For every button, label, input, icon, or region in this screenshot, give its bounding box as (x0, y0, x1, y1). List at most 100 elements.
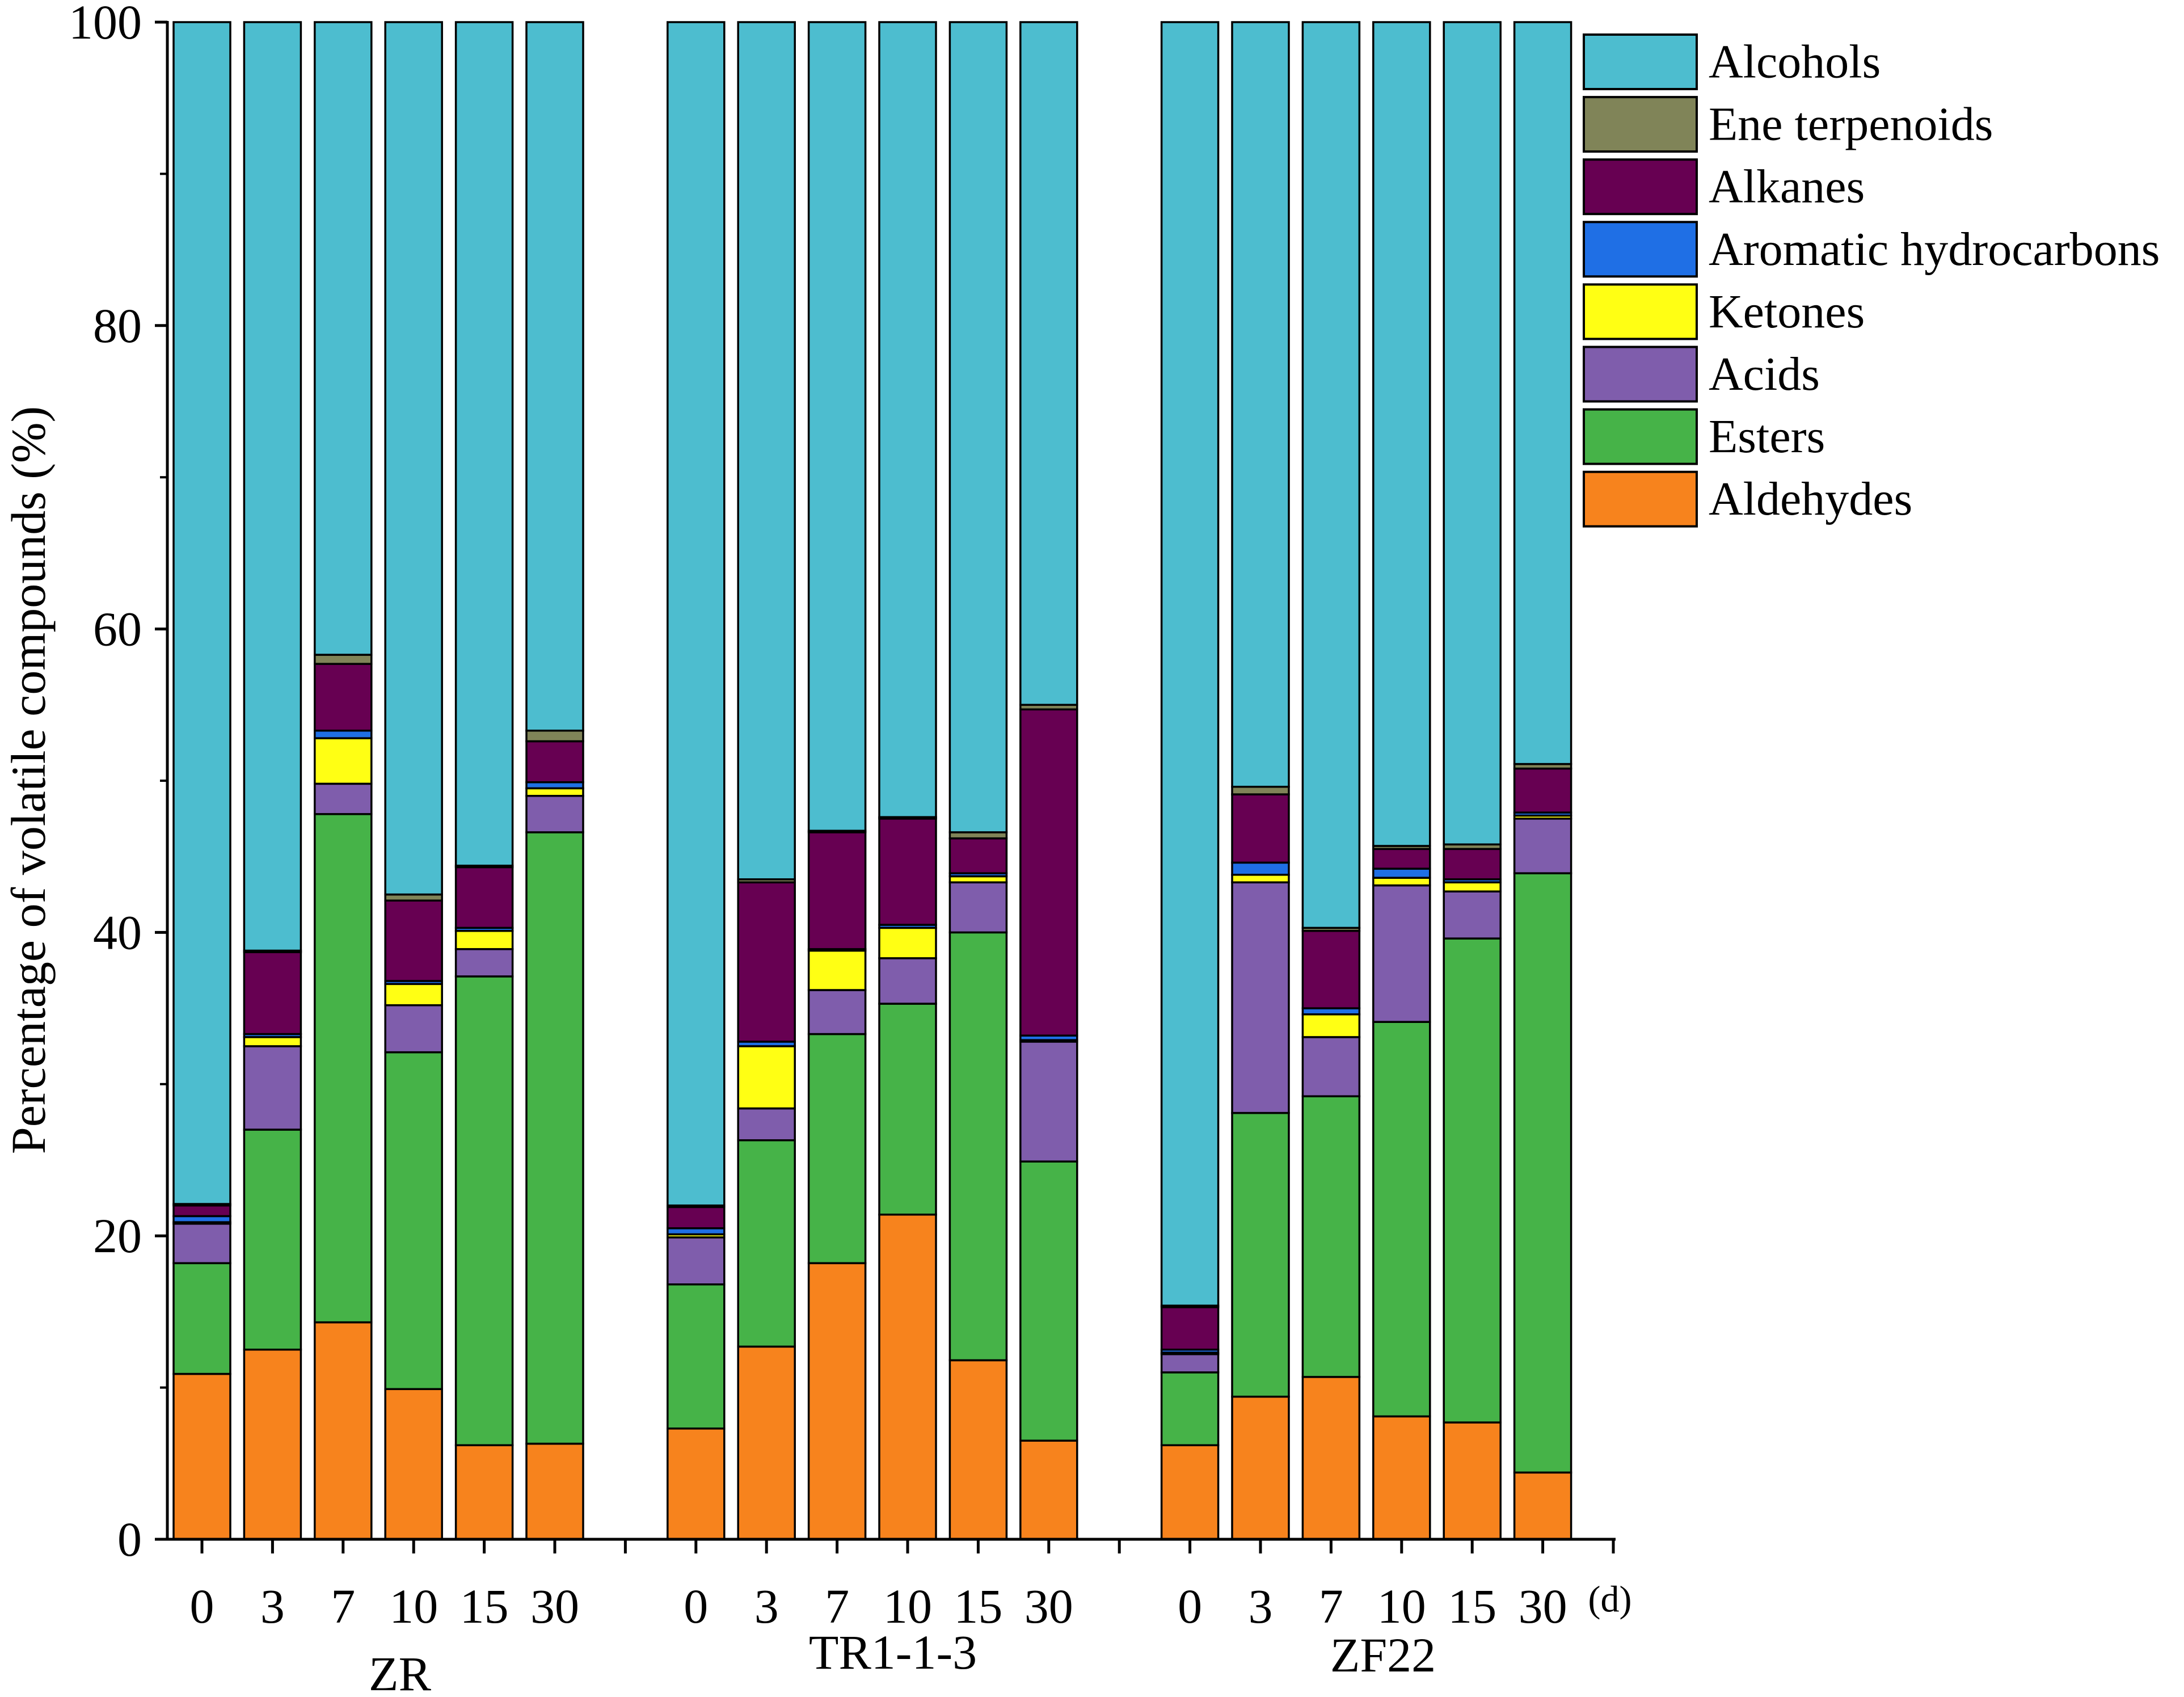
segment-tr1-1-3-day-3-alcohols (737, 21, 796, 881)
bar-zr-day-7 (314, 21, 373, 1540)
legend-item-ene-terpenoids: Ene terpenoids (1583, 96, 1993, 153)
segment-zr-day-10-acids (384, 1004, 443, 1054)
segment-zf22-day-15-alcohols (1443, 21, 1502, 846)
segment-zf22-day-0-aldehydes (1160, 1444, 1220, 1540)
segment-tr1-1-3-day-15-aldehydes (948, 1359, 1008, 1540)
segment-tr1-1-3-day-15-esters (948, 931, 1008, 1362)
x-tick-label: 15 (954, 1579, 1002, 1633)
segment-zr-day-15-aldehydes (454, 1444, 514, 1540)
legend-label: Alcohols (1709, 36, 1881, 89)
y-tick-label: 0 (117, 1512, 142, 1567)
segment-zr-day-0-aldehydes (172, 1372, 231, 1540)
segment-tr1-1-3-day-7-ketones (807, 949, 867, 991)
bar-zf22-day-7 (1301, 21, 1361, 1540)
segment-zf22-day-3-ene-terpenoids (1231, 785, 1290, 795)
segment-tr1-1-3-day-7-acids (807, 989, 867, 1035)
segment-tr1-1-3-day-30-alcohols (1019, 21, 1078, 706)
bar-zr-day-15 (454, 21, 514, 1540)
segment-zr-day-7-ketones (314, 737, 373, 785)
segment-zf22-day-7-esters (1301, 1095, 1361, 1378)
x-tick-label: 7 (825, 1579, 849, 1633)
segment-zf22-day-3-alcohols (1231, 21, 1290, 788)
segment-zf22-day-30-alcohols (1513, 21, 1572, 765)
segment-zr-day-15-alkanes (454, 866, 514, 929)
segment-zr-day-10-alcohols (384, 21, 443, 896)
segment-zf22-day-3-alkanes (1231, 793, 1290, 864)
segment-zf22-day-10-aromatic-hydrocarbons (1372, 868, 1431, 879)
segment-tr1-1-3-day-10-acids (878, 957, 937, 1005)
segment-zf22-day-10-alkanes (1372, 848, 1431, 870)
segment-tr1-1-3-day-0-alkanes (667, 1206, 726, 1229)
segment-zr-day-30-esters (525, 831, 584, 1445)
group-label-tr1-1-3: TR1-1-3 (809, 1625, 977, 1679)
segment-tr1-1-3-day-10-aldehydes (878, 1214, 937, 1540)
segment-zr-day-3-aldehydes (243, 1349, 302, 1540)
segment-zr-day-0-esters (172, 1262, 231, 1375)
segment-zf22-day-30-alkanes (1513, 767, 1572, 814)
bar-zr-day-30 (525, 21, 584, 1540)
segment-zf22-day-30-acids (1513, 818, 1572, 874)
bar-zr-day-3 (243, 21, 302, 1540)
bar-tr1-1-3-day-15 (948, 21, 1008, 1540)
x-axis-ticks: 0 3 7 10 15 30 0 3 7 10 15 30 0 3 7 10 15 30 (190, 1539, 1615, 1633)
x-tick-label: 10 (389, 1579, 438, 1633)
legend: Alcohols Ene terpenoids Alkanes Aromatic hy… (1583, 33, 2160, 528)
segment-zr-day-30-ene-terpenoids (525, 730, 584, 743)
segment-zf22-day-7-ketones (1301, 1013, 1361, 1038)
y-tick-label: 40 (93, 905, 142, 959)
segment-zr-day-10-esters (384, 1051, 443, 1391)
bar-zf22-day-15 (1443, 21, 1502, 1540)
segment-tr1-1-3-day-7-aldehydes (807, 1262, 867, 1540)
segment-zr-day-3-alkanes (243, 951, 302, 1035)
x-tick-label: 30 (530, 1579, 579, 1633)
segment-tr1-1-3-day-15-alkanes (948, 837, 1008, 874)
legend-item-ketones: Ketones (1583, 283, 1865, 340)
segment-zf22-day-3-acids (1231, 881, 1290, 1114)
segment-tr1-1-3-day-3-acids (737, 1107, 796, 1142)
segment-tr1-1-3-day-10-alcohols (878, 21, 937, 818)
segment-zf22-day-0-alcohols (1160, 21, 1220, 1307)
segment-zr-day-7-aldehydes (314, 1321, 373, 1540)
legend-swatch (1583, 221, 1698, 278)
segment-zf22-day-3-aromatic-hydrocarbons (1231, 861, 1290, 876)
x-tick-label: 0 (1178, 1579, 1202, 1633)
legend-item-esters: Esters (1583, 408, 1825, 465)
segment-zr-day-7-alkanes (314, 663, 373, 732)
x-tick-label: 30 (1519, 1579, 1567, 1633)
segment-tr1-1-3-day-10-esters (878, 1003, 937, 1216)
segment-zf22-day-7-acids (1301, 1036, 1361, 1097)
segment-zf22-day-15-alkanes (1443, 848, 1502, 881)
segment-tr1-1-3-day-7-alcohols (807, 21, 867, 832)
legend-swatch (1583, 33, 1698, 90)
segment-zr-day-15-acids (454, 948, 514, 978)
bar-tr1-1-3-day-7 (807, 21, 867, 1540)
segment-tr1-1-3-day-10-ketones (878, 927, 937, 959)
legend-label: Ene terpenoids (1709, 98, 1993, 151)
segment-zf22-day-15-aldehydes (1443, 1421, 1502, 1540)
segment-tr1-1-3-day-30-aldehydes (1019, 1439, 1078, 1540)
x-tick-label: 15 (460, 1579, 509, 1633)
segment-zr-day-7-acids (314, 782, 373, 815)
x-tick-label: 10 (1377, 1579, 1426, 1633)
segment-zr-day-0-acids (172, 1223, 231, 1265)
group-label-zf22: ZF22 (1330, 1628, 1436, 1682)
segment-zf22-day-3-ketones (1231, 874, 1290, 883)
x-tick-label: 3 (1249, 1579, 1273, 1633)
legend-swatch (1583, 96, 1698, 153)
bar-tr1-1-3-day-3 (737, 21, 796, 1540)
segment-zf22-day-15-acids (1443, 890, 1502, 940)
segment-tr1-1-3-day-7-esters (807, 1033, 867, 1265)
bar-zf22-day-10 (1372, 21, 1431, 1540)
segment-tr1-1-3-day-0-esters (667, 1283, 726, 1430)
legend-item-alcohols: Alcohols (1583, 33, 1881, 90)
segment-zr-day-3-acids (243, 1045, 302, 1131)
y-tick-label: 20 (93, 1208, 142, 1263)
segment-zr-day-15-esters (454, 975, 514, 1446)
segment-zr-day-7-ene-terpenoids (314, 654, 373, 665)
y-tick-label: 80 (93, 298, 142, 353)
x-tick-label: 10 (883, 1579, 932, 1633)
segment-tr1-1-3-day-15-alcohols (948, 21, 1008, 833)
bar-zf22-day-3 (1231, 21, 1290, 1540)
legend-swatch (1583, 346, 1698, 403)
